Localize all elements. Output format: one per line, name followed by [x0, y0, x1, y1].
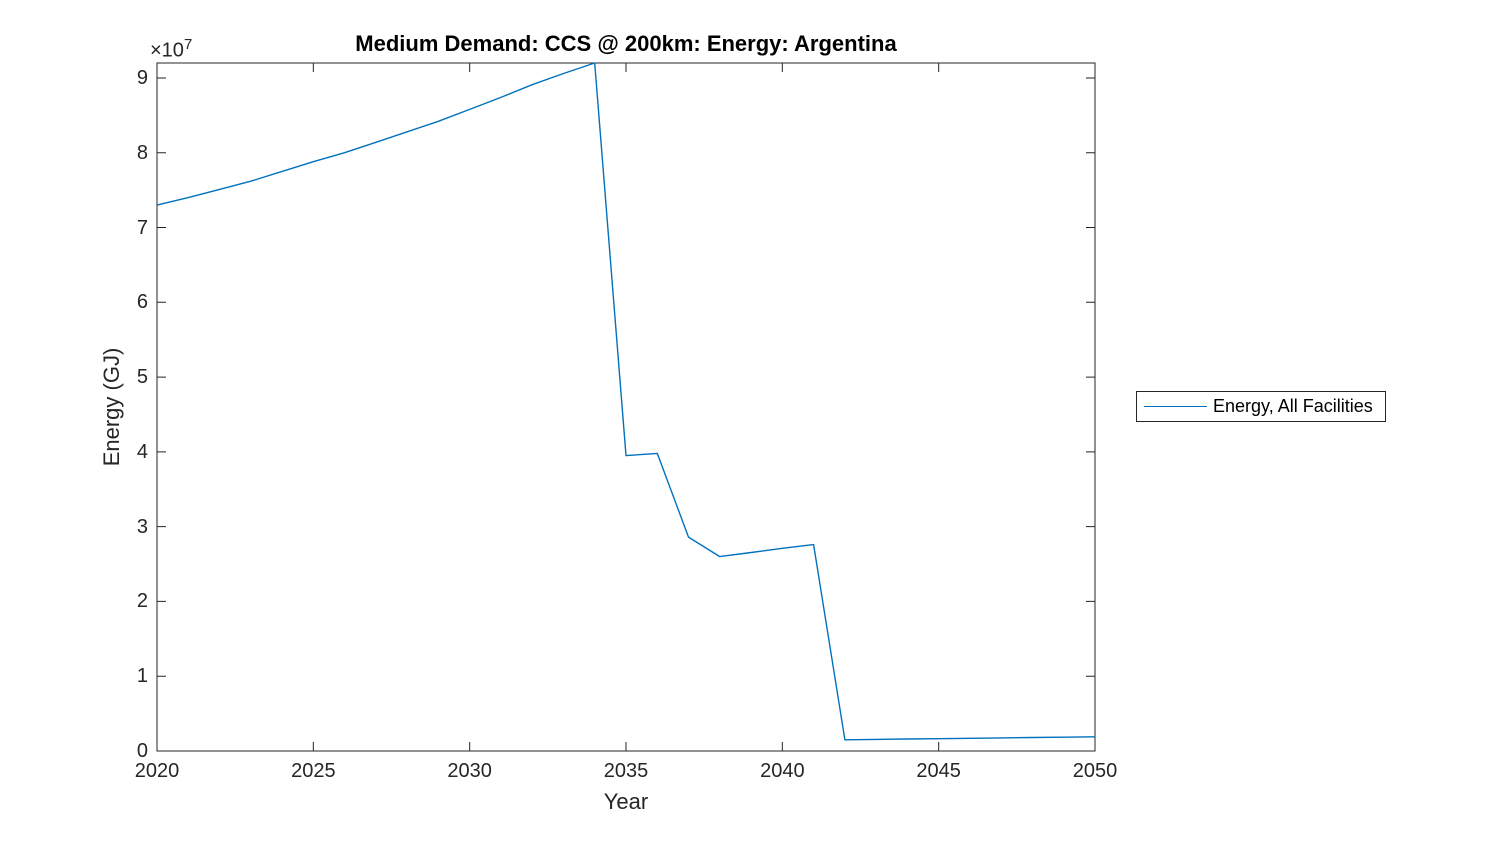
- y-tick-label: 1: [136, 665, 148, 688]
- y-tick-label: 2: [136, 590, 148, 613]
- legend-entry-label: Energy, All Facilities: [1213, 396, 1373, 416]
- series-line-energy: [156, 62, 1096, 741]
- y-tick-label: 7: [136, 216, 148, 239]
- legend-line-sample: [1144, 405, 1207, 408]
- y-tick-label: 8: [136, 141, 148, 164]
- y-axis-label: Energy (GJ): [99, 347, 124, 467]
- x-tick-label: 2035: [603, 760, 649, 782]
- x-tick-label: 2040: [760, 760, 805, 782]
- y-tick-label: 3: [136, 515, 148, 538]
- tick-marks: [156, 63, 1096, 752]
- legend: Energy, All Facilities: [1136, 391, 1386, 422]
- x-tick-label: 2025: [291, 760, 336, 782]
- y-tick-label: 9: [136, 66, 148, 89]
- y-tick-label: 4: [136, 440, 148, 463]
- y-tick-label: 5: [136, 366, 148, 389]
- y-tick-label: 0: [136, 740, 148, 762]
- x-tick-label: 2020: [134, 760, 180, 782]
- y-axis-exponent-label: ×107: [150, 36, 192, 63]
- y-axis-exponent-power: 7: [183, 36, 193, 53]
- x-tick-label: 2030: [447, 760, 492, 782]
- x-axis-label: Year: [603, 789, 649, 814]
- x-tick-label: 2050: [1072, 760, 1118, 782]
- y-axis-exponent-base: ×10: [150, 39, 184, 62]
- x-tick-label: 2045: [916, 760, 961, 782]
- chart-title: Medium Demand: CCS @ 200km: Energy: Arge…: [355, 31, 897, 56]
- y-tick-label: 6: [136, 291, 148, 314]
